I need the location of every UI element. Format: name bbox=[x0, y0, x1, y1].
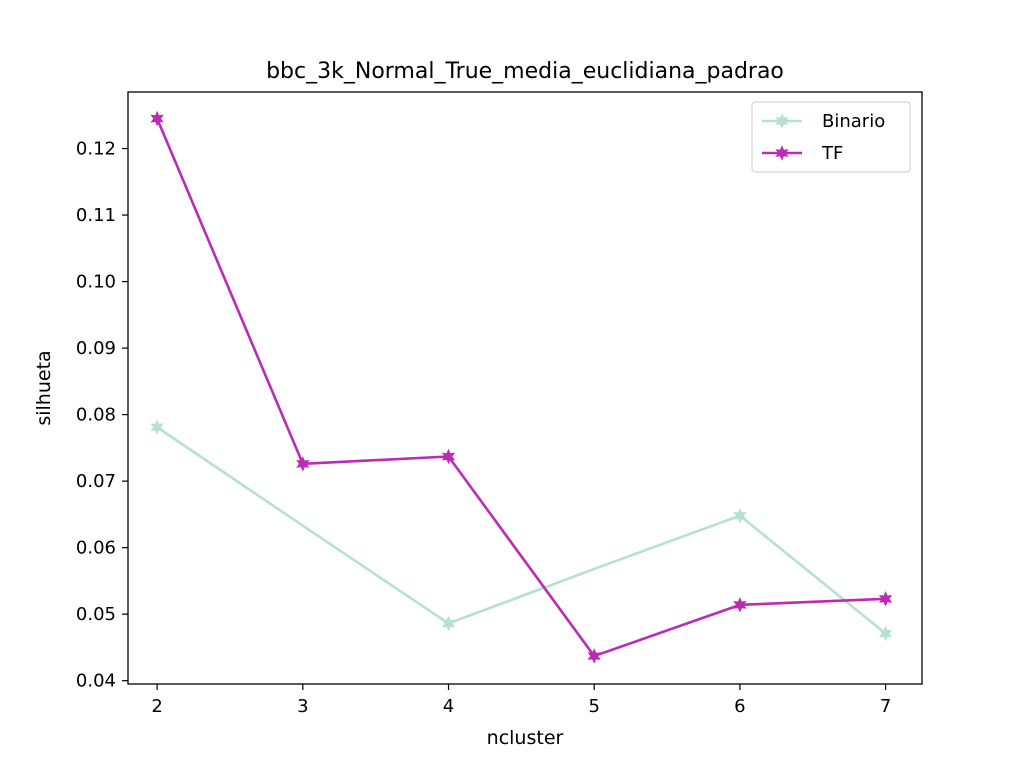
data-point-tf bbox=[733, 597, 747, 613]
y-tick-label: 0.04 bbox=[76, 671, 116, 692]
y-tick-label: 0.08 bbox=[76, 405, 116, 426]
legend-marker-binario bbox=[775, 113, 789, 129]
data-point-binario bbox=[733, 507, 747, 524]
legend-box bbox=[751, 101, 911, 173]
data-point-tf bbox=[441, 448, 456, 465]
y-tick-label: 0.10 bbox=[76, 272, 116, 293]
x-tick-label: 3 bbox=[297, 696, 308, 717]
y-tick-label: 0.11 bbox=[76, 205, 116, 226]
x-axis: 2 3 4 5 6 7 bbox=[151, 684, 891, 717]
y-axis: 0.04 0.05 0.06 0.07 0.08 0.09 0.10 0.11 0.12 bbox=[76, 139, 128, 692]
chart-title: bbc_3k_Normal_True_media_euclidiana_padr… bbox=[266, 59, 784, 84]
legend-label-binario: Binario bbox=[822, 111, 885, 132]
data-point-tf bbox=[150, 110, 164, 127]
x-tick-label: 7 bbox=[880, 696, 891, 717]
plot-area bbox=[150, 110, 893, 664]
x-axis-label: ncluster bbox=[487, 727, 564, 749]
data-point-tf bbox=[878, 591, 893, 607]
y-tick-label: 0.12 bbox=[76, 139, 116, 160]
y-tick-label: 0.07 bbox=[76, 471, 116, 492]
legend: Binario TF bbox=[751, 101, 911, 173]
x-tick-label: 6 bbox=[734, 696, 745, 717]
y-tick-label: 0.06 bbox=[76, 538, 116, 559]
series-line-binario bbox=[156, 426, 887, 635]
data-point-tf bbox=[296, 456, 310, 472]
legend-marker-tf bbox=[775, 145, 789, 161]
data-point-binario bbox=[878, 625, 893, 642]
data-point-binario bbox=[150, 419, 164, 435]
legend-label-tf: TF bbox=[821, 143, 843, 164]
x-tick-label: 4 bbox=[443, 696, 454, 717]
y-tick-label: 0.05 bbox=[76, 604, 116, 625]
x-tick-label: 5 bbox=[588, 696, 599, 717]
series-line-tf bbox=[155, 118, 886, 658]
y-axis-label: silhueta bbox=[33, 350, 55, 425]
data-point-tf bbox=[587, 648, 601, 664]
axes-frame bbox=[127, 91, 923, 685]
x-tick-label: 2 bbox=[151, 696, 162, 717]
y-tick-label: 0.09 bbox=[76, 338, 116, 359]
data-point-binario bbox=[441, 615, 456, 632]
